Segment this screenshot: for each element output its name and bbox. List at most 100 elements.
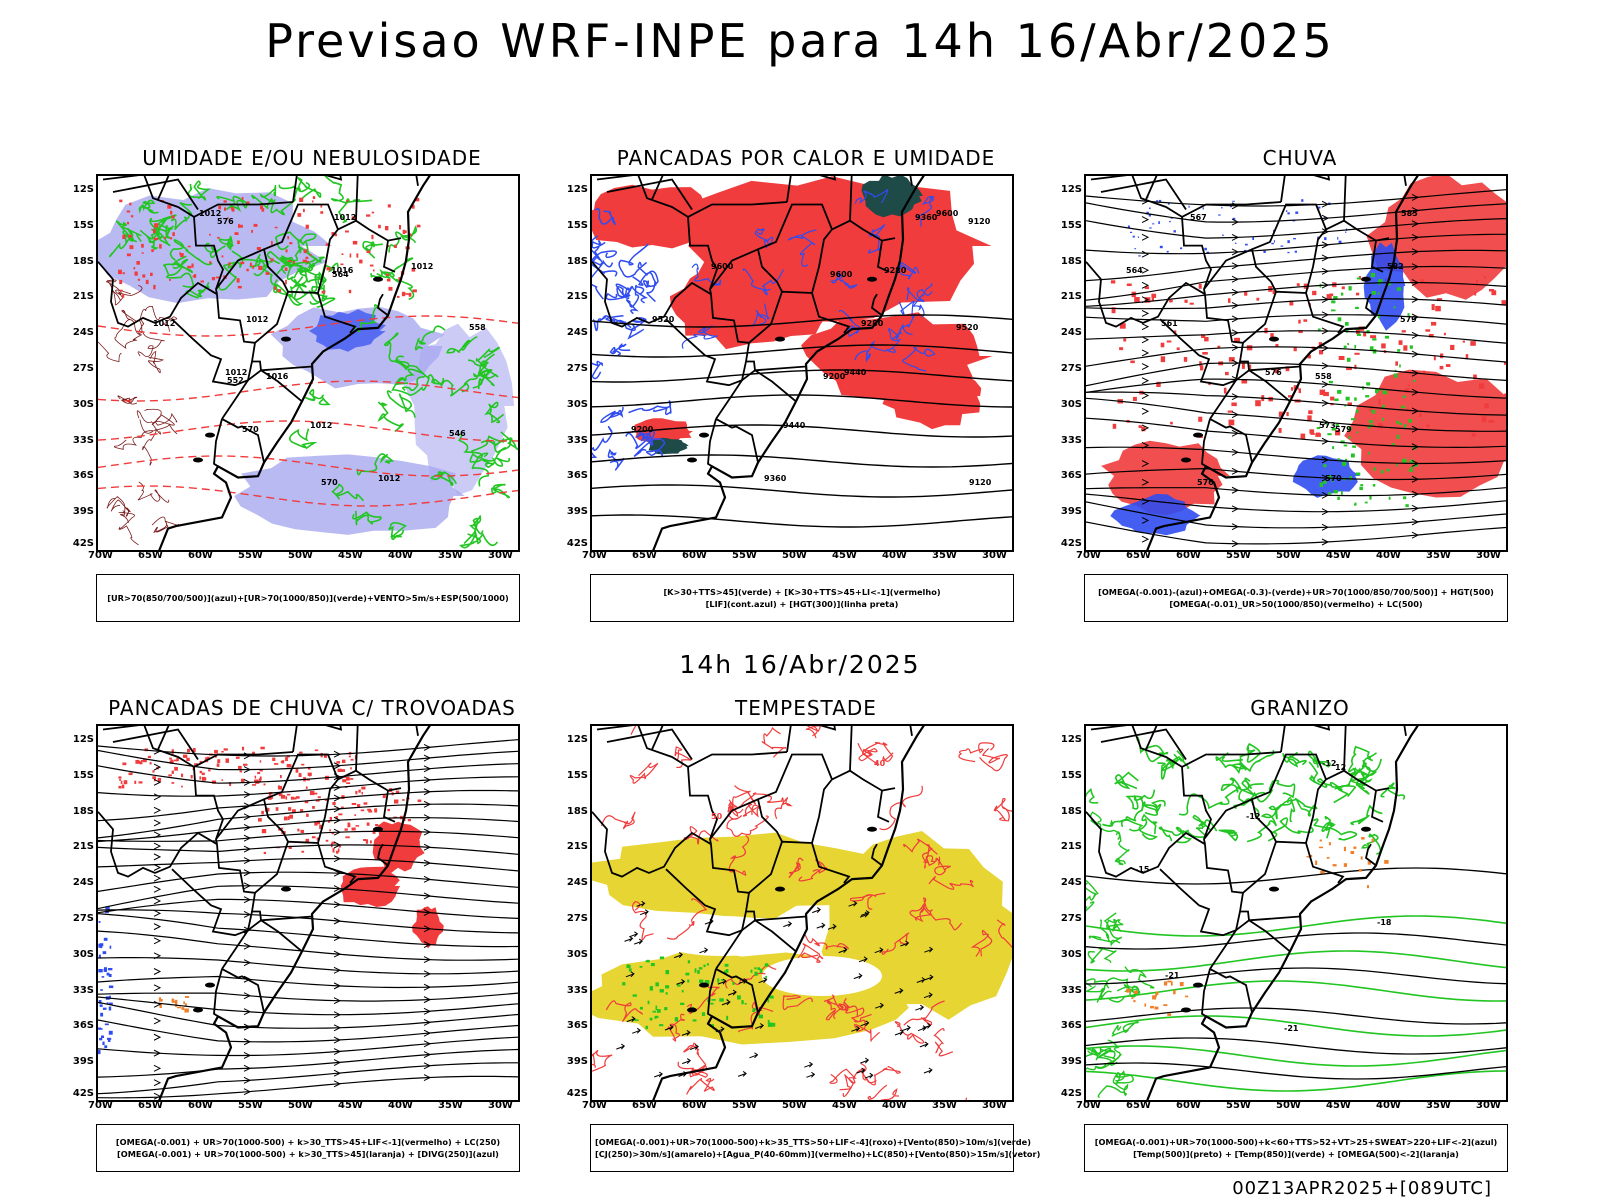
storm-speckle-red [123, 780, 128, 785]
country-border [260, 919, 303, 953]
wind-speckle-red [240, 261, 245, 265]
storm-speckle-red [235, 756, 240, 759]
storm-speckle-red [141, 760, 144, 762]
rain-speckle-green [1343, 444, 1348, 447]
streamline-arrow [1321, 523, 1330, 531]
streamline-arrow [243, 824, 252, 831]
thickness-line-red [98, 315, 518, 337]
legend-line: [UR>70(850/700/500)](azul)+[UR>70(1000/8… [107, 593, 509, 603]
wind-speckle-red [277, 289, 282, 293]
streamline-arrow [333, 901, 342, 909]
streamline-arrow [1231, 275, 1240, 283]
wind-speckle-red [130, 215, 134, 218]
lc-contour-red [867, 1084, 900, 1100]
wind-speckle-red [249, 262, 252, 266]
map-area[interactable] [96, 724, 520, 1102]
streamline-arrow [423, 875, 432, 883]
omega-speckle-orange [1167, 980, 1172, 983]
lc-contour-red [993, 798, 1010, 822]
lc-contour-red [857, 742, 878, 762]
lc-contour-red [732, 785, 757, 814]
streamline-black [1086, 378, 1506, 399]
lc-contour-red [667, 1013, 686, 1042]
map-area[interactable]: 40 50 [590, 724, 1014, 1102]
streamline-black [98, 898, 518, 919]
latitude-label: 24S [72, 327, 94, 339]
storm-speckle-red [355, 790, 358, 795]
map-area[interactable]: -12 -12 -15 -18 -21 -21 12 [1084, 724, 1508, 1102]
country-border [756, 753, 834, 844]
rain-speckle-green [1397, 349, 1401, 352]
storm-speckle-red [335, 850, 339, 854]
storm-speckle-red [332, 848, 335, 853]
storm-speckle-red [254, 775, 257, 779]
streamline-arrow [423, 956, 432, 964]
storm-speckle-red [170, 759, 173, 764]
streamline-arrow [333, 841, 342, 849]
map-area[interactable]: 9600 9600 9520 9440 9440 9360 9360 9280 9280 9200… [590, 174, 1014, 552]
divergence-speckle-blue [108, 1002, 113, 1005]
terrain-contour [139, 305, 178, 332]
storm-speckle-red [305, 786, 308, 789]
rain-speckle-blue [1158, 221, 1160, 224]
rain-speckle-red [1201, 334, 1206, 338]
streamline-black [98, 830, 518, 842]
legend-line: [OMEGA(-0.001)+UR>70(1000-500)+k<60+TTS>… [1094, 1137, 1498, 1147]
storm-speckle-red [347, 823, 351, 828]
contour-label: 1012 [199, 209, 221, 218]
country-border [262, 753, 340, 844]
wind-vector [664, 1024, 674, 1031]
storm-speckle-red [340, 769, 345, 772]
streamline-arrow [1321, 344, 1330, 352]
wind-speckle-green [665, 992, 668, 995]
streamline-arrow [1321, 362, 1330, 370]
longitude-label: 30W [982, 1100, 1007, 1111]
humidity-contour-green [370, 257, 414, 279]
rain-speckle-green [1348, 436, 1351, 439]
lif-contour-blue [787, 229, 817, 267]
rain-speckle-green [1355, 306, 1359, 309]
country-border [213, 418, 223, 468]
temp850-contour-green [1086, 1015, 1506, 1037]
contour-label: -21 [1284, 1024, 1299, 1033]
storm-speckle-red [317, 796, 321, 799]
streamline-black [98, 1001, 518, 1029]
rain-speckle-red [1119, 347, 1124, 351]
storm-speckle-red [134, 780, 137, 784]
streamline-arrow [243, 1052, 252, 1059]
rain-speckle-red [1298, 330, 1303, 334]
longitude-label: 45W [832, 1100, 857, 1111]
contour-label: 546 [449, 429, 466, 438]
rain-speckle-blue [1252, 237, 1254, 240]
rain-speckle-green [1386, 468, 1390, 472]
streamline-arrow [333, 950, 342, 958]
rain-speckle-green [1345, 322, 1349, 326]
wind-speckle-green [699, 979, 704, 983]
rain-speckle-blue [1148, 213, 1151, 217]
rain-speckle-green [1342, 461, 1347, 466]
rain-speckle-red [1298, 319, 1301, 324]
wind-speckle-green [767, 1019, 770, 1025]
storm-speckle-red [205, 757, 208, 760]
longitude-label: 50W [288, 550, 313, 561]
jet-gap [762, 956, 882, 996]
country-border [1181, 751, 1282, 768]
wind-speckle-green [737, 995, 741, 1000]
map-area[interactable]: 585 582 579 576 573 570 567 564 561 558 579 576 [1084, 174, 1508, 552]
wind-speckle-red [136, 261, 140, 265]
humidity-contour-green [139, 227, 162, 250]
latitude-label: 18S [72, 805, 94, 817]
lake-mark [205, 432, 215, 438]
contour-label: -18 [1377, 918, 1392, 927]
continent-outline [158, 726, 431, 1100]
lc-contour-red [928, 876, 974, 890]
latitude-label: 12S [566, 734, 588, 745]
longitude-label: 65W [138, 1100, 163, 1111]
map-area[interactable]: 1012 1012 1012 1012 1012 1012 1012 1016 1012 1016… [96, 174, 520, 552]
legend-line: [LIF](cont.azul) + [HGT(300)](linha pret… [705, 599, 899, 609]
rain-speckle-red [1111, 307, 1116, 314]
wind-vector [827, 923, 837, 930]
panel-legend: [UR>70(850/700/500)](azul)+[UR>70(1000/8… [96, 574, 520, 622]
storm-speckle-red [278, 786, 282, 790]
